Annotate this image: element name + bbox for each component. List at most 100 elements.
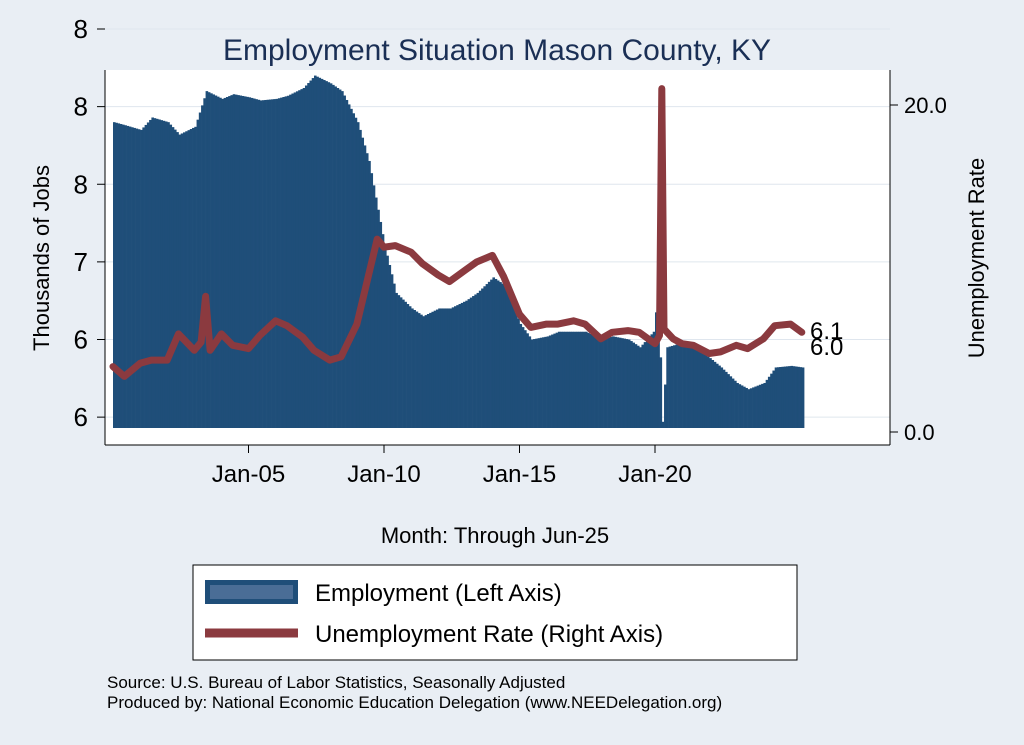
employment-bar [433,310,437,428]
employment-bar [715,363,719,428]
employment-bar [246,96,249,429]
employment-bar [313,75,317,428]
employment-bar [395,292,398,428]
employment-bar [679,343,683,428]
employment-bar [393,283,396,428]
employment-bar [494,278,498,428]
employment-bar [677,343,681,428]
employment-bar [788,366,791,428]
employment-bar [384,246,387,428]
legend-swatch-employment-inner [210,585,293,599]
employment-bar [501,283,505,428]
employment-bar [526,333,529,428]
employment-bar [492,277,495,428]
employment-bar [128,126,132,428]
employment-bar [544,336,547,428]
employment-bar [530,339,534,428]
employment-bar [327,82,331,428]
employment-bar [293,92,297,428]
employment-bar [627,339,631,428]
employment-bar [790,365,794,428]
employment-bar [280,97,283,428]
employment-bar [727,374,730,428]
employment-bar [801,367,805,428]
employment-bar [334,86,337,428]
employment-bar [277,98,281,428]
employment-bar [431,311,435,428]
employment-bar [374,197,378,428]
employment-bar [266,99,270,428]
employment-bar [508,296,511,428]
employment-bar [302,88,306,428]
y-left-tick-label: 8 [74,169,88,199]
employment-bar [189,129,193,428]
employment-bar [347,104,351,428]
employment-bar [697,350,701,428]
employment-bar [745,387,748,428]
employment-bar [551,334,554,428]
employment-bar [203,98,206,428]
y-left-tick-label: 7 [74,247,88,277]
employment-bar [539,337,543,428]
employment-bar [415,311,419,428]
employment-bar [598,338,602,428]
employment-bar [210,93,213,428]
employment-bar [456,305,459,428]
employment-bar [740,385,744,428]
employment-bar [474,294,477,428]
employment-bar [675,344,678,428]
employment-bar [198,112,202,428]
employment-bar [553,333,556,428]
employment-bar [212,94,215,429]
employment-bar [196,119,200,429]
employment-bar [192,127,195,429]
employment-bar [115,122,118,428]
employment-bar [603,338,606,428]
employment-bar [596,337,599,428]
employment-bar [650,334,654,428]
employment-bar [239,95,243,428]
employment-bar [460,302,464,428]
employment-bar [758,384,762,428]
employment-bar [510,301,514,428]
employment-bar [594,336,597,428]
employment-bar [386,255,389,428]
employment-bar [122,124,125,428]
employment-bar [548,335,552,428]
y-axis-right-label: Unemployment Rate [964,158,989,359]
employment-bar [135,128,139,428]
employment-bar [720,367,724,428]
employment-bar [370,173,374,428]
employment-bar [402,299,405,428]
employment-bar [537,338,541,428]
employment-bar [578,331,581,428]
employment-bar [167,122,170,428]
employment-bar [178,134,182,428]
employment-bar [524,330,527,428]
employment-bar [478,290,482,428]
employment-bar [185,131,188,428]
employment-bar [117,123,121,429]
employment-bar [569,331,572,428]
employment-bar [747,389,751,428]
employment-bar [729,376,733,428]
employment-bar [668,346,672,428]
employment-bar [399,297,403,428]
employment-bar [214,95,218,428]
employment-bar [621,338,624,428]
employment-bar [173,129,177,429]
employment-bar [652,331,656,428]
employment-bar [566,331,570,428]
employment-bar [338,89,342,429]
employment-bar [472,296,475,428]
legend: Employment (Left Axis) Unemployment Rate… [192,564,798,661]
employment-bar [388,264,392,428]
employment-bar [609,337,613,428]
employment-bar [736,382,739,428]
employment-bar [444,308,448,428]
employment-bar [630,341,633,428]
employment-bar [562,331,566,428]
employment-bar [734,380,737,428]
employment-bar [657,292,660,428]
employment-bar [783,366,787,428]
